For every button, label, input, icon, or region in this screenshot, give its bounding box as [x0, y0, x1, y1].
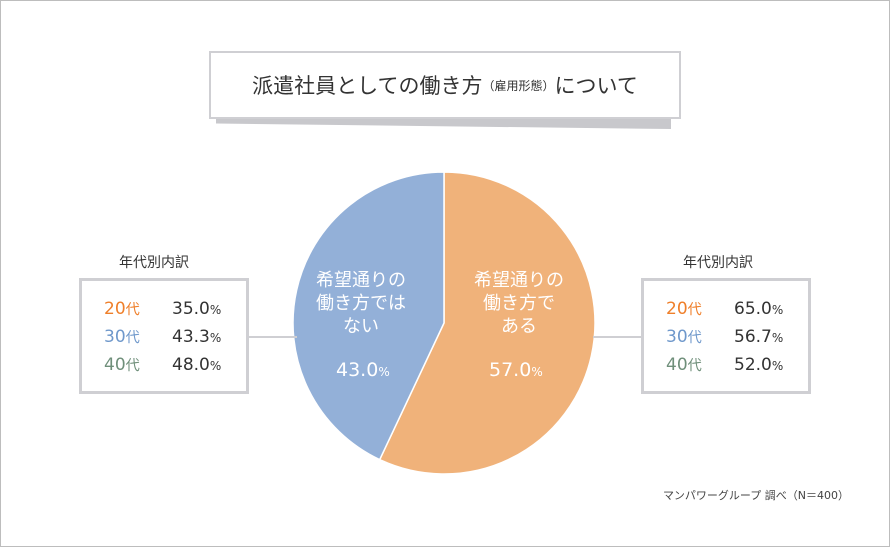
breakdown-row: 30代 56.7% — [644, 327, 808, 355]
right-connector — [593, 336, 641, 338]
left-breakdown-title: 年代別内訳 — [119, 255, 189, 271]
left-connector — [249, 336, 297, 338]
slice-label-yes: 希望通りの 働き方で ある — [459, 269, 579, 338]
slice-label-line: 働き方では — [316, 293, 406, 314]
age-label: 40代 — [666, 355, 702, 375]
age-label: 20代 — [104, 299, 140, 319]
pie-slice-0 — [378, 171, 596, 475]
slice-label-line: 希望通りの — [316, 270, 406, 291]
source-note: マンパワーグループ 調べ（N＝400） — [662, 489, 849, 502]
pie-slice-1 — [292, 171, 445, 461]
right-breakdown-box: 20代 65.0% 30代 56.7% 40代 52.0% — [641, 278, 811, 394]
left-breakdown-box: 20代 35.0% 30代 43.3% 40代 48.0% — [79, 278, 249, 394]
right-breakdown-title: 年代別内訳 — [683, 255, 753, 271]
slice-label-line: 希望通りの — [474, 270, 564, 291]
breakdown-value: 56.7% — [734, 327, 784, 347]
age-label: 20代 — [666, 299, 702, 319]
breakdown-row: 30代 43.3% — [82, 327, 246, 355]
breakdown-row: 40代 52.0% — [644, 355, 808, 383]
slice-pct-no: 43.0% — [336, 359, 390, 381]
breakdown-value: 43.3% — [172, 327, 222, 347]
breakdown-row: 20代 65.0% — [644, 299, 808, 327]
age-label: 30代 — [666, 327, 702, 347]
chart-title: 派遣社員としての働き方 （雇用形態） について — [209, 51, 681, 119]
breakdown-value: 52.0% — [734, 355, 784, 375]
breakdown-value: 48.0% — [172, 355, 222, 375]
slice-pct-yes: 57.0% — [489, 359, 543, 381]
slice-label-line: ある — [501, 316, 537, 337]
breakdown-value: 65.0% — [734, 299, 784, 319]
slice-label-line: 働き方で — [483, 293, 555, 314]
age-label: 30代 — [104, 327, 140, 347]
slice-label-line: ない — [343, 316, 379, 337]
breakdown-value: 35.0% — [172, 299, 222, 319]
breakdown-row: 40代 48.0% — [82, 355, 246, 383]
age-label: 40代 — [104, 355, 140, 375]
title-paren: （雇用形態） — [482, 78, 555, 93]
title-main: 派遣社員としての働き方 — [252, 74, 483, 98]
title-tail: について — [554, 74, 638, 98]
slice-label-no: 希望通りの 働き方では ない — [301, 269, 421, 338]
breakdown-row: 20代 35.0% — [82, 299, 246, 327]
